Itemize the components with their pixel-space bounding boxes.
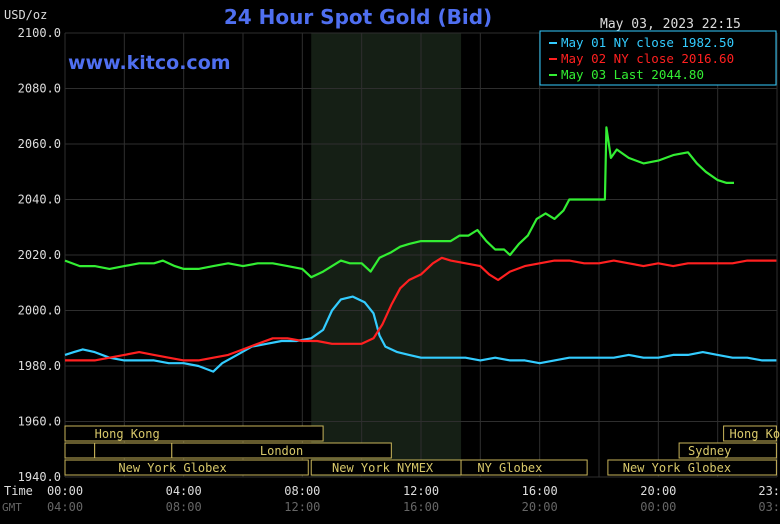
gmt-row-label: GMT	[2, 501, 22, 514]
unit-label: USD/oz	[4, 8, 47, 22]
x-tick-time-label: 20:00	[640, 484, 676, 498]
x-axis-tick-labels: 00:00 04:00 04:00 08:00 08:00 12:00 12:00 16:00…	[47, 484, 780, 514]
x-tick-gmt-label: 00:00	[640, 500, 676, 514]
x-tick-time-label: 12:00	[403, 484, 439, 498]
x-tick-gmt-label: 20:00	[522, 500, 558, 514]
series-line-may03	[64, 126, 734, 279]
session-bar-segment	[64, 442, 96, 459]
session-bar-segment	[94, 442, 173, 459]
y-tick-label: 1960.0	[18, 415, 61, 429]
legend-box	[539, 30, 777, 86]
session-label: Hong Kong	[730, 427, 780, 441]
x-tick-gmt-label: 04:00	[47, 500, 83, 514]
watermark: www.kitco.com	[68, 52, 231, 74]
session-label: New York Globex	[623, 461, 731, 475]
series-line-may02	[65, 256, 777, 362]
session-hong-kong-late: Hong Kong	[723, 425, 780, 442]
y-tick-label: 2000.0	[18, 304, 61, 318]
x-tick-time-label: 08:00	[284, 484, 320, 498]
session-label: New York Globex	[118, 461, 226, 475]
series-line-may01	[64, 295, 777, 373]
x-tick-time-label: 00:00	[47, 484, 83, 498]
y-tick-label: 1980.0	[18, 359, 61, 373]
legend: May 01 NY close 1982.50 May 02 NY close …	[539, 30, 777, 86]
market-session-bars: Hong Kong Hong Kong London Sydney New York G…	[64, 425, 780, 476]
session-label: London	[260, 444, 303, 458]
session-bar	[460, 459, 588, 476]
date-stamp: May 03, 2023 22:15	[600, 17, 741, 32]
session-label: NY Globex	[477, 461, 542, 475]
session-label: Hong Kong	[95, 427, 160, 441]
session-ny-globex: New York Globex	[64, 459, 309, 476]
session-hong-kong: Hong Kong	[64, 425, 324, 442]
x-tick-time-label: 16:00	[522, 484, 558, 498]
x-tick-gmt-label: 08:00	[166, 500, 202, 514]
session-bar	[607, 459, 777, 476]
session-bar	[94, 442, 173, 459]
y-tick-label: 2060.0	[18, 137, 61, 151]
session-bar	[64, 425, 324, 442]
y-tick-label: 2100.0	[18, 26, 61, 40]
session-bar	[723, 425, 777, 442]
session-label: Sydney	[688, 444, 731, 458]
y-tick-label: 1940.0	[18, 470, 61, 484]
session-london: London	[171, 442, 392, 459]
session-ny-globex-evening: New York Globex	[607, 459, 777, 476]
horizontal-gridlines	[65, 32, 777, 478]
session-bar	[64, 459, 309, 476]
legend-label-may02: May 02 NY close 2016.60	[561, 51, 734, 66]
session-bar	[171, 442, 392, 459]
session-bar	[64, 442, 96, 459]
legend-label-may03: May 03 Last 2044.80	[561, 67, 704, 82]
y-tick-label: 2080.0	[18, 82, 61, 96]
series-lines	[64, 126, 777, 373]
session-label: New York NYMEX	[332, 461, 434, 475]
y-axis-tick-labels: 2100.0 2080.0 2060.0 2040.0 2020.0 2000.0 1980…	[18, 26, 61, 484]
session-ny-nymex: New York NYMEX	[310, 459, 462, 476]
session-ny-globex-short: NY Globex	[460, 459, 588, 476]
time-row-label: Time	[4, 484, 33, 498]
legend-label-may01: May 01 NY close 1982.50	[561, 35, 734, 50]
x-tick-gmt-label: 12:00	[284, 500, 320, 514]
x-tick-gmt-label: 16:00	[403, 500, 439, 514]
session-sydney: Sydney	[678, 442, 777, 459]
session-bar	[678, 442, 777, 459]
chart-title: 24 Hour Spot Gold (Bid)	[224, 5, 492, 29]
x-tick-time-label: 04:00	[166, 484, 202, 498]
x-tick-gmt-label: 03:59	[758, 500, 780, 514]
y-tick-label: 2020.0	[18, 248, 61, 262]
y-tick-label: 2040.0	[18, 193, 61, 207]
x-tick-time-label: 23:59	[758, 484, 780, 498]
